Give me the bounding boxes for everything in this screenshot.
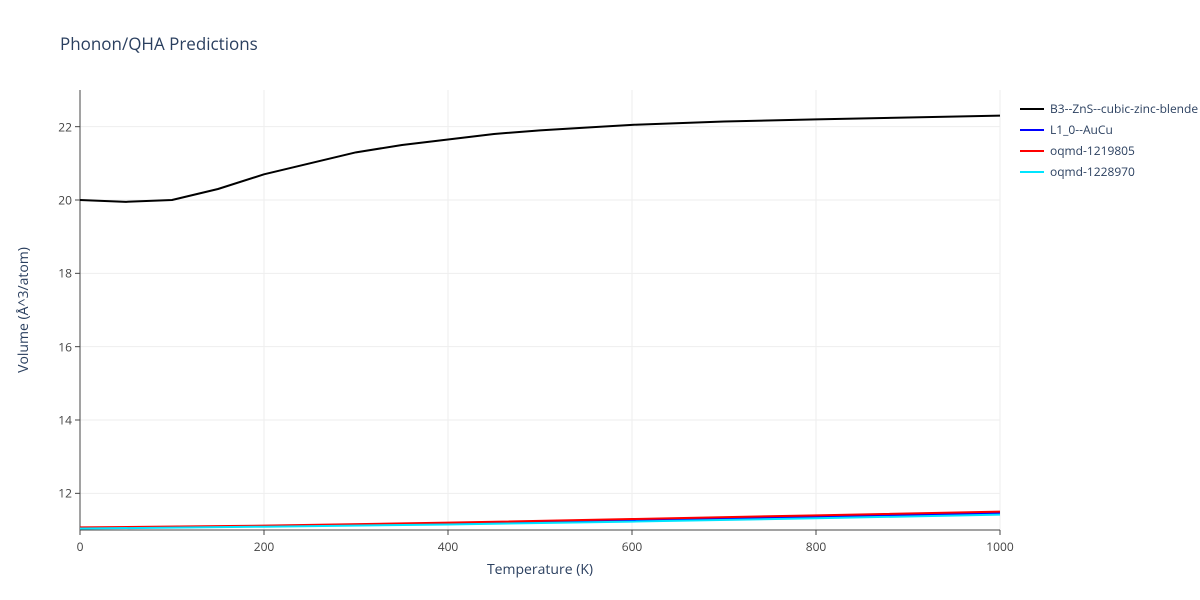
x-axis-label: Temperature (K) — [80, 560, 1000, 579]
legend[interactable]: B3--ZnS--cubic-zinc-blende L1_0--AuCuoqmd… — [1020, 100, 1198, 184]
x-tick-label: 800 — [806, 538, 827, 555]
y-tick-label: 12 — [42, 485, 72, 502]
series-line[interactable] — [80, 116, 1000, 202]
chart-title: Phonon/QHA Predictions — [60, 32, 258, 55]
series-line[interactable] — [80, 512, 1000, 528]
y-tick-label: 18 — [42, 265, 72, 282]
legend-item[interactable]: oqmd-1219805 — [1020, 142, 1198, 159]
legend-label: oqmd-1219805 — [1050, 142, 1135, 159]
x-tick-label: 200 — [254, 538, 275, 555]
legend-swatch — [1020, 108, 1044, 110]
y-tick-label: 16 — [42, 338, 72, 355]
legend-item[interactable]: oqmd-1228970 — [1020, 163, 1198, 180]
y-axis-label: Volume (Å^3/atom) — [14, 90, 34, 530]
legend-label: B3--ZnS--cubic-zinc-blende — [1050, 100, 1198, 117]
legend-label: oqmd-1228970 — [1050, 163, 1135, 180]
legend-item[interactable]: L1_0--AuCu — [1020, 121, 1198, 138]
legend-swatch — [1020, 171, 1044, 173]
y-tick-label: 14 — [42, 412, 72, 429]
x-tick-label: 400 — [438, 538, 459, 555]
legend-item[interactable]: B3--ZnS--cubic-zinc-blende — [1020, 100, 1198, 117]
x-tick-label: 1000 — [986, 538, 1013, 555]
x-tick-label: 600 — [622, 538, 643, 555]
plot-area[interactable] — [80, 90, 1000, 530]
legend-swatch — [1020, 129, 1044, 131]
x-tick-label: 0 — [77, 538, 84, 555]
y-tick-label: 22 — [42, 118, 72, 135]
chart-canvas — [80, 90, 1000, 530]
legend-label: L1_0--AuCu — [1050, 121, 1113, 138]
legend-swatch — [1020, 150, 1044, 152]
chart-container: Phonon/QHA Predictions 0 200 400 600 800 1000… — [0, 0, 1200, 600]
y-tick-label: 20 — [42, 192, 72, 209]
